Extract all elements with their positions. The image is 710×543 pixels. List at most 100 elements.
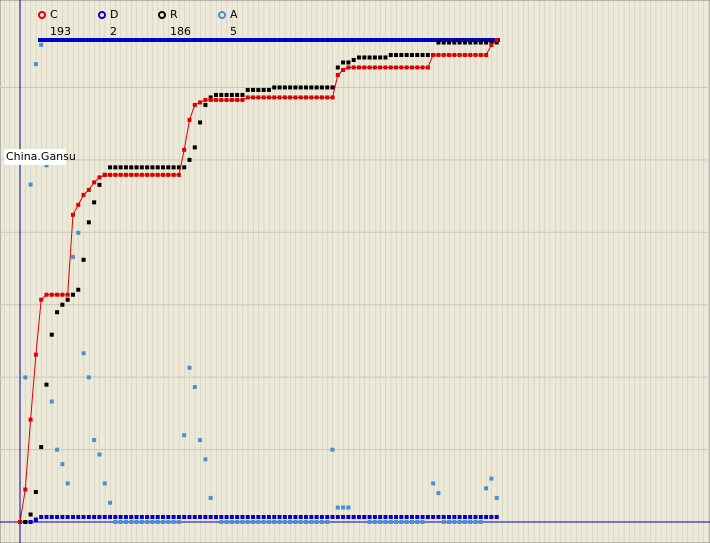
- point: [399, 65, 404, 70]
- point: [166, 172, 171, 177]
- point: [113, 172, 118, 177]
- point: [484, 515, 489, 520]
- point: [256, 520, 261, 524]
- point: [356, 515, 361, 520]
- point: [367, 515, 372, 520]
- point: [293, 95, 298, 100]
- point: [404, 65, 409, 70]
- point: [203, 457, 208, 462]
- point: [362, 65, 367, 70]
- point: [44, 382, 49, 387]
- point: [108, 515, 113, 520]
- point: [81, 351, 86, 356]
- point: [55, 515, 60, 520]
- point: [113, 515, 118, 520]
- point: [399, 52, 404, 57]
- point: [145, 165, 150, 170]
- point: [129, 165, 134, 170]
- point: [404, 515, 409, 520]
- point: [182, 165, 187, 170]
- point: [76, 230, 81, 235]
- point: [213, 92, 218, 97]
- point: [272, 85, 277, 90]
- point: [70, 515, 75, 520]
- point: [304, 515, 309, 520]
- point: [425, 65, 430, 70]
- point: [139, 520, 144, 524]
- point: [251, 520, 256, 524]
- point: [335, 65, 340, 70]
- point: [325, 520, 330, 524]
- point: [462, 515, 467, 520]
- point: [409, 515, 414, 520]
- point: [139, 515, 144, 520]
- point: [198, 120, 203, 125]
- point: [245, 95, 250, 100]
- point: [150, 515, 155, 520]
- point: [245, 87, 250, 92]
- annotation: China.Gansu: [6, 150, 76, 163]
- point: [314, 85, 319, 90]
- point: [489, 42, 494, 47]
- point: [266, 95, 271, 100]
- point: [161, 520, 166, 524]
- point: [150, 520, 155, 524]
- point: [282, 85, 287, 90]
- point: [394, 52, 399, 57]
- point: [378, 65, 383, 70]
- point: [60, 515, 65, 520]
- point: [145, 172, 150, 177]
- point: [404, 520, 409, 524]
- point: [86, 515, 91, 520]
- point: [261, 520, 266, 524]
- point: [224, 520, 229, 524]
- point: [468, 515, 473, 520]
- point: [256, 515, 261, 520]
- point: [134, 520, 139, 524]
- point: [176, 165, 181, 170]
- point: [441, 520, 446, 524]
- point: [277, 95, 282, 100]
- point: [383, 55, 388, 60]
- point: [65, 292, 70, 297]
- point: [473, 515, 478, 520]
- point: [330, 447, 335, 452]
- point: [123, 520, 128, 524]
- point: [203, 102, 208, 107]
- legend-total: 5: [230, 25, 237, 38]
- point: [272, 520, 277, 524]
- point: [272, 515, 277, 520]
- point: [39, 515, 44, 520]
- point: [28, 182, 33, 187]
- point: [261, 87, 266, 92]
- point: [288, 515, 293, 520]
- point: [415, 52, 420, 57]
- point: [293, 520, 298, 524]
- point: [447, 40, 452, 45]
- point: [436, 491, 441, 496]
- point: [494, 38, 499, 42]
- point: [399, 515, 404, 520]
- point: [108, 165, 113, 170]
- point: [33, 352, 38, 357]
- point: [304, 520, 309, 524]
- point: [409, 65, 414, 70]
- point: [436, 515, 441, 520]
- point: [335, 72, 340, 77]
- point: [409, 520, 414, 524]
- point: [447, 520, 452, 524]
- legend-total: 2: [110, 25, 117, 38]
- point: [277, 515, 282, 520]
- point: [251, 87, 256, 92]
- point: [70, 212, 75, 217]
- point: [261, 515, 266, 520]
- point: [388, 515, 393, 520]
- point: [272, 95, 277, 100]
- point: [457, 515, 462, 520]
- point: [208, 95, 213, 100]
- point: [378, 55, 383, 60]
- point: [229, 92, 234, 97]
- point: [219, 97, 224, 102]
- point: [415, 515, 420, 520]
